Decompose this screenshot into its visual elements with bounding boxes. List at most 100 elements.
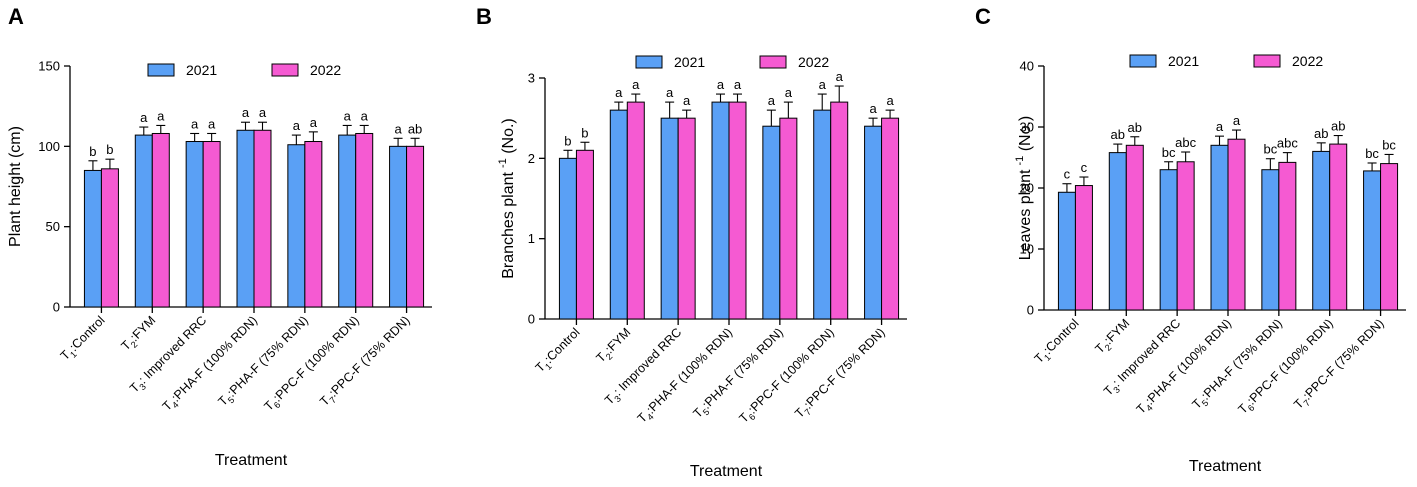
- significance-label: ab: [408, 121, 422, 136]
- legend-label-2022: 2022: [310, 62, 341, 78]
- significance-label: abc: [1277, 136, 1298, 151]
- y-tick-label: 40: [1020, 59, 1034, 74]
- chart-panel-a: A 0 50 100 150 Plant height (cm) b b T1:Control a…: [7, 4, 432, 469]
- significance-label: ab: [1331, 119, 1345, 134]
- significance-label: a: [157, 108, 165, 123]
- y-axis-title: Leaves plant-1 (No.): [1014, 116, 1034, 261]
- bar-2021-1: [1057, 191, 1076, 311]
- category-label: T4:PHA-F (100% RDN): [1134, 316, 1236, 418]
- significance-label: c: [1064, 167, 1071, 182]
- legend-label-2021: 2021: [674, 54, 705, 70]
- category-label: T2:FYM: [593, 325, 635, 367]
- bar-2021-2: [1108, 152, 1127, 311]
- category-label: T2:FYM: [1092, 316, 1134, 358]
- bar-2021-6: [813, 109, 832, 320]
- legend-swatch-2022: [759, 55, 787, 69]
- bar-2021-6: [1312, 150, 1331, 311]
- x-axis-title: Treatment: [690, 463, 763, 480]
- significance-label: b: [89, 144, 96, 159]
- legend-swatch-2022: [271, 63, 299, 77]
- category-label: T2:FYM: [118, 313, 160, 355]
- chart-panel-c: C 0 10 20 30 40 Leaves plant-1 (No.) c c T1:Contr…: [975, 4, 1406, 475]
- bar-2021-7: [389, 145, 408, 308]
- significance-label: a: [869, 101, 877, 116]
- legend-label-2021: 2021: [186, 62, 217, 78]
- category-label: T5:PHA-F (75% RDN): [691, 325, 789, 423]
- bar-2022-7: [1380, 163, 1399, 311]
- y-tick-label: 50: [46, 219, 60, 234]
- category-label: T7:PPC-F (75% RDN): [1291, 316, 1389, 414]
- category-label: T5:PHA-F (75% RDN): [216, 313, 314, 411]
- bar-2022-2: [1125, 144, 1144, 311]
- bar-2021-2: [134, 134, 153, 308]
- x-axis-title: Treatment: [1189, 458, 1262, 475]
- legend-label-2022: 2022: [798, 54, 829, 70]
- bar-2022-6: [830, 101, 849, 320]
- significance-label: c: [1081, 160, 1088, 175]
- bar-2022-3: [202, 141, 221, 308]
- legend-swatch-2021: [147, 63, 175, 77]
- significance-label: abc: [1175, 135, 1196, 150]
- bar-2021-5: [762, 125, 781, 320]
- y-tick-label: 10: [1020, 242, 1034, 257]
- y-tick-label: 0: [528, 312, 535, 327]
- bar-2022-7: [406, 145, 425, 308]
- significance-label: a: [208, 116, 216, 131]
- panel-letter: A: [8, 4, 24, 29]
- significance-label: a: [615, 85, 623, 100]
- significance-label: b: [581, 125, 588, 140]
- significance-label: a: [717, 77, 725, 92]
- bar-2021-1: [83, 169, 102, 308]
- significance-label: a: [191, 116, 199, 131]
- panel-letter: C: [975, 4, 991, 29]
- bar-2021-5: [1261, 169, 1280, 311]
- bar-2021-4: [711, 101, 730, 320]
- bar-2022-4: [728, 101, 747, 320]
- category-label: T5:PHA-F (75% RDN): [1190, 316, 1288, 414]
- bar-2021-1: [558, 157, 577, 320]
- significance-label: ab: [1111, 127, 1125, 142]
- bar-2022-1: [100, 168, 119, 308]
- y-axis-title: Plant height (cm): [7, 126, 24, 247]
- category-label: T4:PHA-F (100% RDN): [160, 313, 262, 415]
- category-label: T6:PPC-F (100% RDN): [261, 313, 363, 415]
- significance-label: a: [836, 69, 844, 84]
- bar-2022-4: [253, 129, 272, 308]
- bar-2022-1: [575, 149, 594, 320]
- bar-2022-3: [677, 117, 696, 320]
- bar-2021-4: [236, 129, 255, 308]
- category-label: T7:PPC-F (75% RDN): [317, 313, 415, 411]
- significance-label: bc: [1162, 145, 1176, 160]
- bar-2022-5: [1278, 161, 1297, 311]
- y-tick-label: 2: [528, 151, 535, 166]
- bar-2022-2: [151, 132, 170, 308]
- y-tick-label: 0: [1027, 303, 1034, 318]
- significance-label: a: [819, 77, 827, 92]
- bar-2022-7: [881, 117, 900, 320]
- significance-label: a: [1233, 113, 1241, 128]
- category-label: T1:Control: [58, 313, 110, 365]
- y-tick-label: 1: [528, 231, 535, 246]
- bar-2022-4: [1227, 138, 1246, 311]
- significance-label: a: [394, 121, 402, 136]
- significance-label: a: [1216, 119, 1224, 134]
- bar-2022-5: [779, 117, 798, 320]
- legend-label-2022: 2022: [1292, 53, 1323, 69]
- y-axis-title: Branches plant-1 (No.): [497, 118, 517, 279]
- legend-swatch-2021: [635, 55, 663, 69]
- category-label: T6:PPC-F (100% RDN): [1235, 316, 1337, 418]
- significance-label: bc: [1365, 146, 1379, 161]
- panel-letter: B: [476, 4, 492, 29]
- category-label: T1:Control: [1032, 316, 1084, 368]
- significance-label: a: [242, 105, 250, 120]
- bar-2021-7: [864, 125, 883, 320]
- significance-label: ab: [1314, 126, 1328, 141]
- bar-2021-3: [1159, 169, 1178, 311]
- y-tick-label: 30: [1020, 120, 1034, 135]
- significance-label: a: [886, 93, 894, 108]
- bar-2022-5: [304, 141, 323, 308]
- bar-2022-3: [1176, 161, 1195, 311]
- significance-label: bc: [1382, 137, 1396, 152]
- legend-swatch-2021: [1129, 54, 1157, 68]
